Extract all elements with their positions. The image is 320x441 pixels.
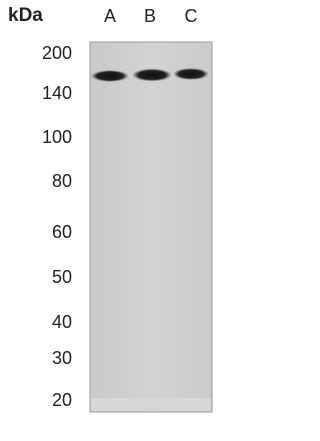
lane-label: B xyxy=(144,6,156,26)
marker-label: 30 xyxy=(52,348,72,368)
band xyxy=(173,68,209,80)
band xyxy=(91,70,129,82)
marker-label: 100 xyxy=(42,127,72,147)
gel-panel xyxy=(89,41,213,413)
marker-label: 20 xyxy=(52,390,72,410)
gel-bottom xyxy=(91,398,211,411)
marker-label: 140 xyxy=(42,83,72,103)
lane-label: A xyxy=(104,6,116,26)
lane-label: C xyxy=(185,6,198,26)
marker-label: 80 xyxy=(52,171,72,191)
marker-label: 60 xyxy=(52,222,72,242)
western-blot: kDa A B C 200 140 100 80 60 50 40 30 20 xyxy=(8,5,213,413)
unit-label: kDa xyxy=(8,5,43,26)
marker-label: 50 xyxy=(52,267,72,287)
marker-label: 40 xyxy=(52,312,72,332)
marker-label: 200 xyxy=(42,43,72,63)
band xyxy=(132,68,172,82)
